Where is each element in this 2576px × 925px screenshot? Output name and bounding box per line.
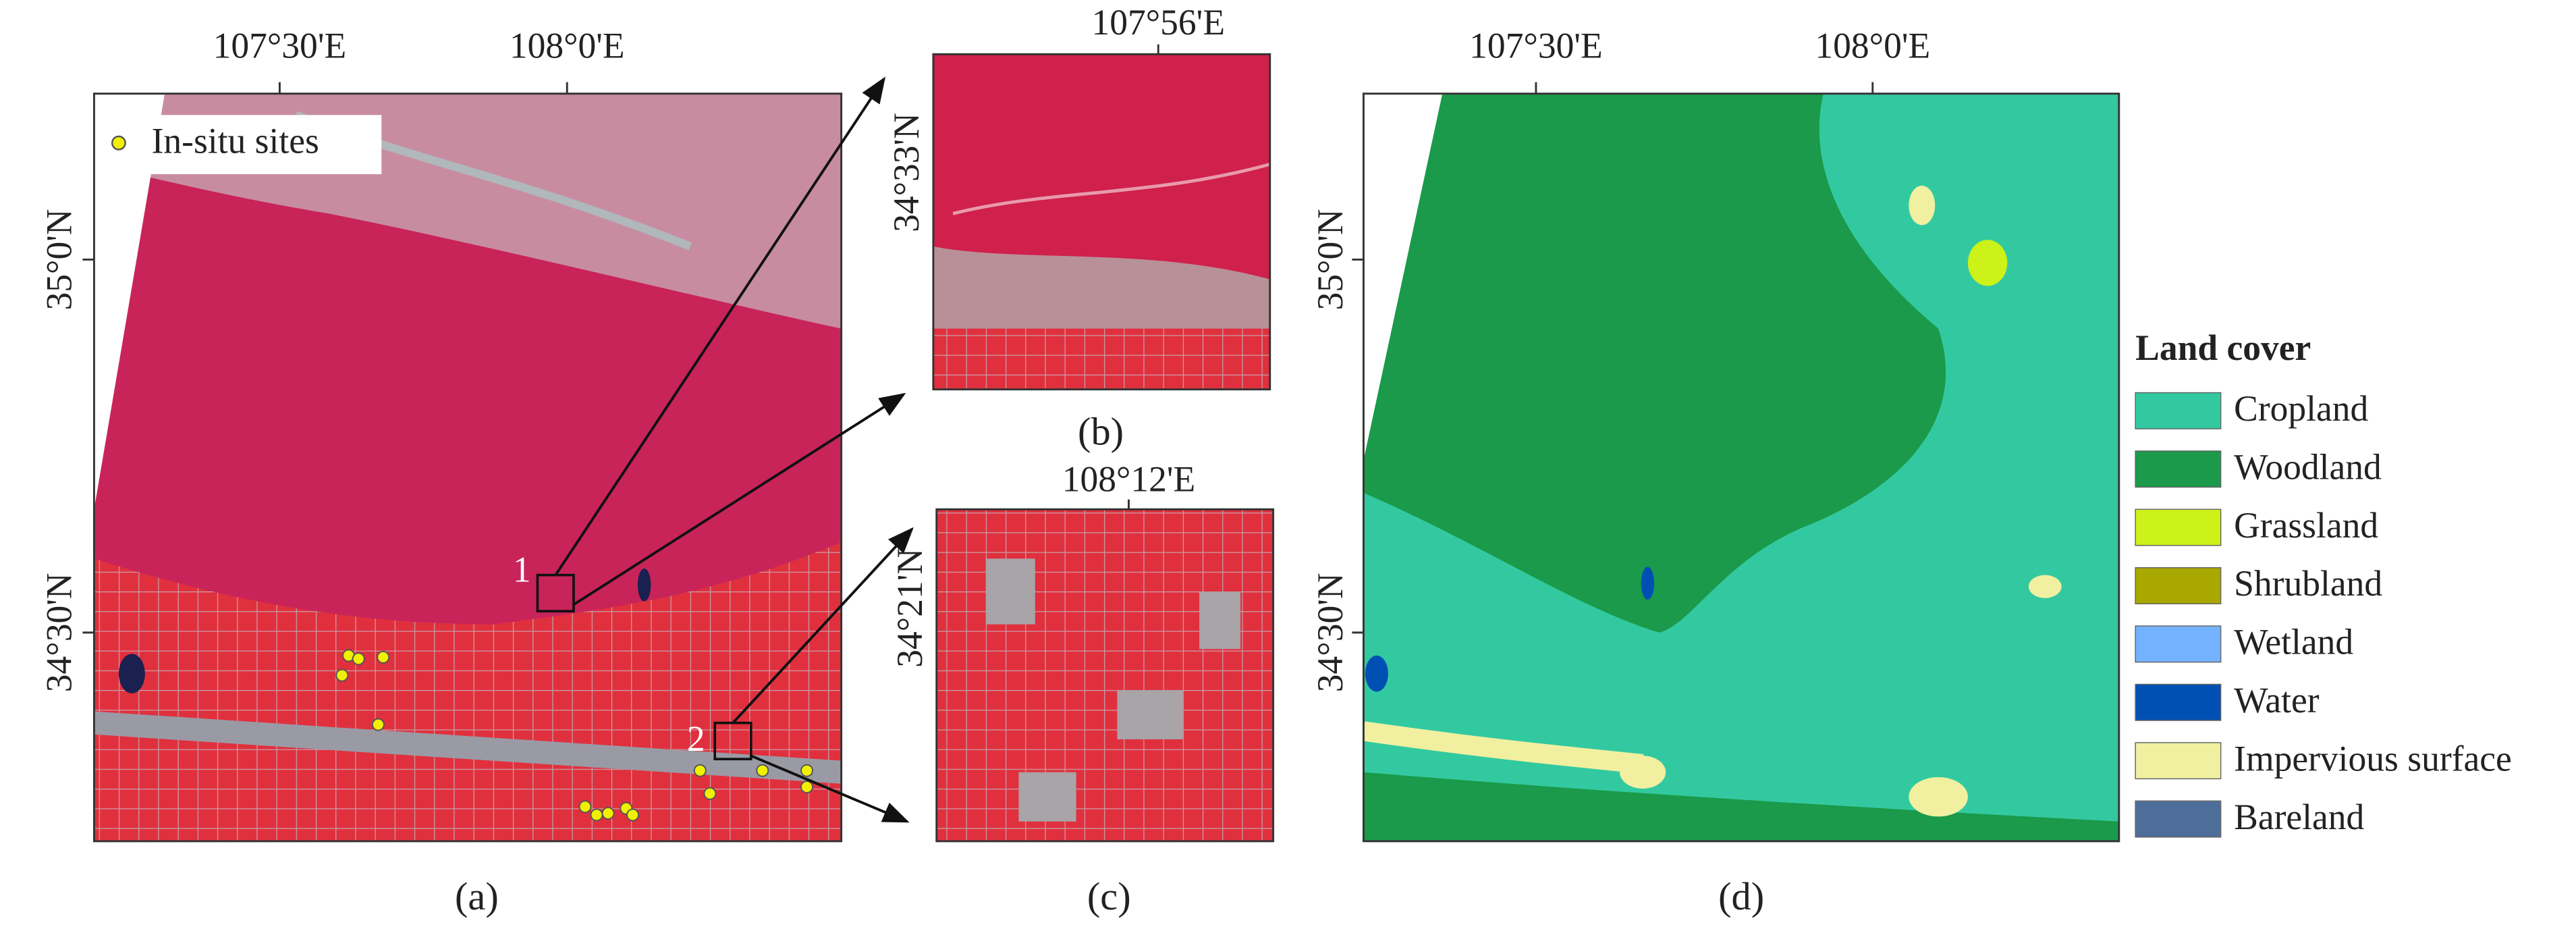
legend-swatch — [2135, 625, 2222, 663]
lat-label: 34°21'N — [889, 548, 930, 668]
legend-swatch — [2135, 683, 2222, 721]
legend-label: Cropland — [2234, 388, 2368, 429]
legend-swatch — [2135, 567, 2222, 605]
panel-caption: (a) — [455, 874, 499, 918]
lon-label: 107°30'E — [1469, 25, 1603, 65]
lon-label: 108°0'E — [1815, 25, 1930, 65]
panel-b: 107°56'E 34°33'N (b) — [886, 2, 1271, 453]
legend-box — [102, 115, 382, 174]
panel-c: 108°12'E 34°21'N (c) — [889, 459, 1275, 918]
lon-label: 107°30'E — [213, 25, 347, 65]
lat-label: 34°33'N — [886, 113, 927, 232]
land-cover-map — [1363, 93, 2119, 841]
lat-label: 34°30'N — [1310, 573, 1350, 692]
legend-swatch — [2135, 800, 2222, 838]
legend-label: Wetland — [2234, 622, 2353, 662]
false-color-image — [94, 93, 842, 841]
legend-label: Shrubland — [2234, 563, 2382, 604]
lat-label: 34°30'N — [38, 573, 79, 692]
legend-title: Land cover — [2135, 327, 2311, 368]
in-situ-sites — [335, 649, 814, 822]
lon-label: 107°56'E — [1091, 2, 1225, 43]
legend-swatch — [2135, 392, 2222, 429]
legend-label: Bareland — [2234, 797, 2364, 837]
legend-symbol — [111, 135, 126, 151]
panel-a: 107°30'E 108°0'E 35°0'N 34°30'N In-situ … — [38, 25, 914, 918]
legend-swatch — [2135, 450, 2222, 488]
panel-caption: (b) — [1078, 409, 1124, 453]
lon-label: 108°12'E — [1062, 459, 1196, 500]
panel-caption: (d) — [1718, 874, 1764, 918]
box-label: 2 — [687, 718, 705, 759]
panel-caption: (c) — [1087, 874, 1131, 918]
box-label: 1 — [513, 550, 531, 590]
legend-label: Woodland — [2234, 446, 2382, 487]
lat-label: 35°0'N — [38, 209, 79, 310]
legend-label: Impervious surface — [2234, 738, 2512, 778]
lat-label: 35°0'N — [1310, 209, 1350, 310]
panel-d: 107°30'E 108°0'E 35°0'N 34°30'N (d) Land… — [1310, 25, 2512, 918]
legend: Cropland Woodland Grassland Shrubland Wetlan… — [2135, 388, 2512, 838]
legend-label: Grassland — [2234, 505, 2378, 546]
lon-label: 108°0'E — [510, 25, 625, 65]
legend-label: In-situ sites — [152, 120, 319, 161]
legend-label: Water — [2234, 680, 2320, 720]
legend-swatch — [2135, 508, 2222, 546]
legend-swatch — [2135, 742, 2222, 780]
